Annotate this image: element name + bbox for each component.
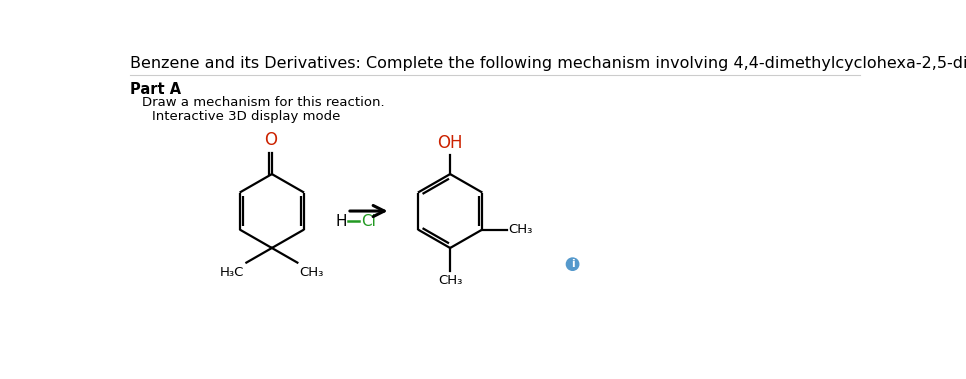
Text: i: i [571,259,575,269]
Text: Benzene and its Derivatives: Complete the following mechanism involving 4,4-dime: Benzene and its Derivatives: Complete th… [130,56,966,71]
Text: O: O [264,132,277,149]
Text: Draw a mechanism for this reaction.: Draw a mechanism for this reaction. [142,96,385,109]
Text: Interactive 3D display mode: Interactive 3D display mode [152,110,340,123]
Text: CH₃: CH₃ [299,266,324,279]
Text: H₃C: H₃C [219,266,244,279]
Circle shape [566,258,579,270]
Text: CH₃: CH₃ [438,274,463,287]
Text: Part A: Part A [130,83,182,97]
Text: H: H [335,213,347,229]
Text: Cl: Cl [361,213,376,229]
Text: CH₃: CH₃ [509,223,533,236]
Text: OH: OH [438,134,463,152]
